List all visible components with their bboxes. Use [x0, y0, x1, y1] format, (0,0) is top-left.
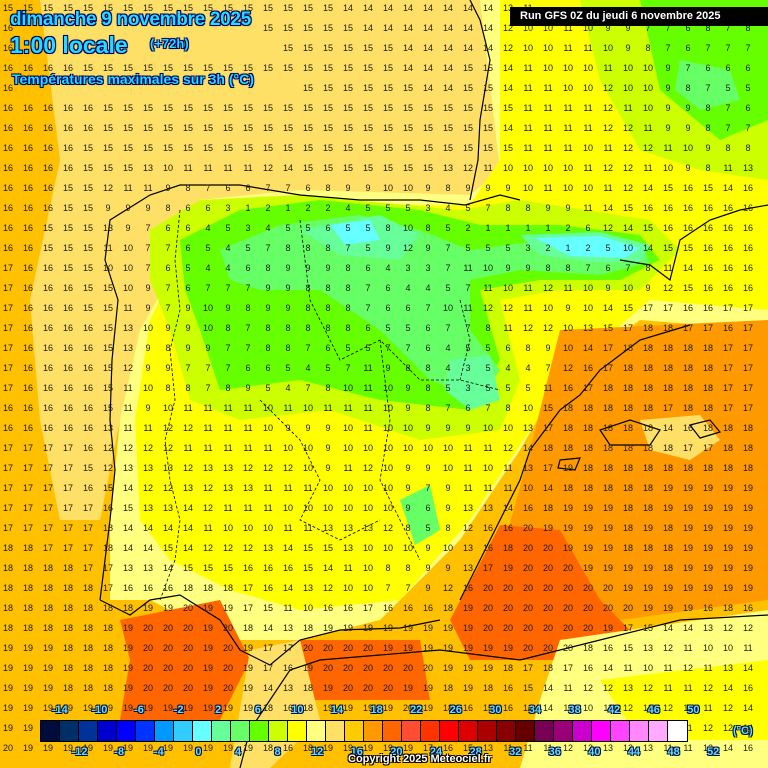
legend-swatch [611, 721, 630, 741]
legend-swatch [440, 721, 459, 741]
legend-tick-label: 48 [667, 746, 680, 758]
legend-tick-label: 6 [254, 704, 261, 716]
legend-tick-label: 0 [195, 746, 202, 758]
legend-tick-label: 38 [568, 704, 581, 716]
legend-tick-label: -2 [173, 704, 184, 716]
legend-swatch [402, 721, 421, 741]
legend-swatch [41, 721, 60, 741]
legend-swatch [364, 721, 383, 741]
legend-tick-label: -8 [114, 746, 125, 758]
legend-swatch [136, 721, 155, 741]
legend-tick-label: 12 [311, 746, 324, 758]
legend-tick-label: 50 [687, 704, 700, 716]
legend-swatch [117, 721, 136, 741]
legend-swatch [155, 721, 174, 741]
legend-tick-label: 32 [509, 746, 522, 758]
legend-tick-label: 30 [489, 704, 502, 716]
forecast-offset: (+72h) [150, 36, 189, 51]
legend-tick-label: -12 [71, 746, 88, 758]
legend-swatch [592, 721, 611, 741]
legend-tick-label: -10 [91, 704, 108, 716]
legend-tick-label: 4 [234, 746, 242, 758]
legend-swatch [250, 721, 269, 741]
legend-tick-label: 16 [350, 746, 363, 758]
legend-swatch [497, 721, 516, 741]
forecast-date: dimanche 9 novembre 2025 [10, 9, 251, 30]
legend-tick-label: 28 [469, 746, 482, 758]
legend-tick-label: 26 [449, 704, 462, 716]
legend-swatch [668, 721, 687, 741]
legend-swatch [459, 721, 478, 741]
legend-tick-label: 36 [548, 746, 561, 758]
legend-swatch [478, 721, 497, 741]
legend-swatch [383, 721, 402, 741]
legend-swatch [630, 721, 649, 741]
legend-swatch [174, 721, 193, 741]
legend-swatch [98, 721, 117, 741]
legend-swatch [573, 721, 592, 741]
legend-tick-label: 2 [215, 704, 222, 716]
legend-tick-label: 10 [291, 704, 304, 716]
legend-tick-label: 18 [370, 704, 383, 716]
legend-swatch [345, 721, 364, 741]
legend-swatch [212, 721, 231, 741]
legend-swatch [535, 721, 554, 741]
legend-tick-label: -4 [153, 746, 164, 758]
legend-tick-label: 14 [330, 704, 344, 716]
legend-tick-label: -14 [51, 704, 68, 716]
color-scale-legend [40, 720, 688, 742]
legend-swatch [79, 721, 98, 741]
legend-tick-label: -6 [134, 704, 144, 716]
legend-swatch [554, 721, 573, 741]
legend-swatch [307, 721, 326, 741]
legend-swatch [326, 721, 345, 741]
legend-tick-label: 52 [707, 746, 720, 758]
legend-tick-label: 44 [627, 746, 641, 758]
legend-tick-label: 34 [528, 704, 542, 716]
legend-tick-label: 42 [608, 704, 621, 716]
legend-swatch [231, 721, 250, 741]
legend-tick-label: 40 [588, 746, 601, 758]
legend-tick-label: 22 [410, 704, 423, 716]
legend-swatch [269, 721, 288, 741]
legend-tick-label: 24 [429, 746, 443, 758]
legend-unit: (°C) [733, 725, 753, 737]
legend-tick-label: 46 [647, 704, 660, 716]
legend-swatch [649, 721, 668, 741]
parameter-title: Températures maximales sur 3h (°C) [12, 71, 254, 87]
legend-tick-label: 20 [390, 746, 403, 758]
legend-swatch [60, 721, 79, 741]
legend-swatch [516, 721, 535, 741]
legend-swatch [421, 721, 440, 741]
forecast-time: 1:00 locale [10, 32, 128, 58]
legend-swatch [193, 721, 212, 741]
legend-tick-label: 8 [274, 746, 281, 758]
legend-swatch [288, 721, 307, 741]
model-run-label: Run GFS 0Z du jeudi 6 novembre 2025 [510, 7, 768, 26]
copyright-notice: Copyright 2025 Meteociel.fr [348, 753, 492, 765]
